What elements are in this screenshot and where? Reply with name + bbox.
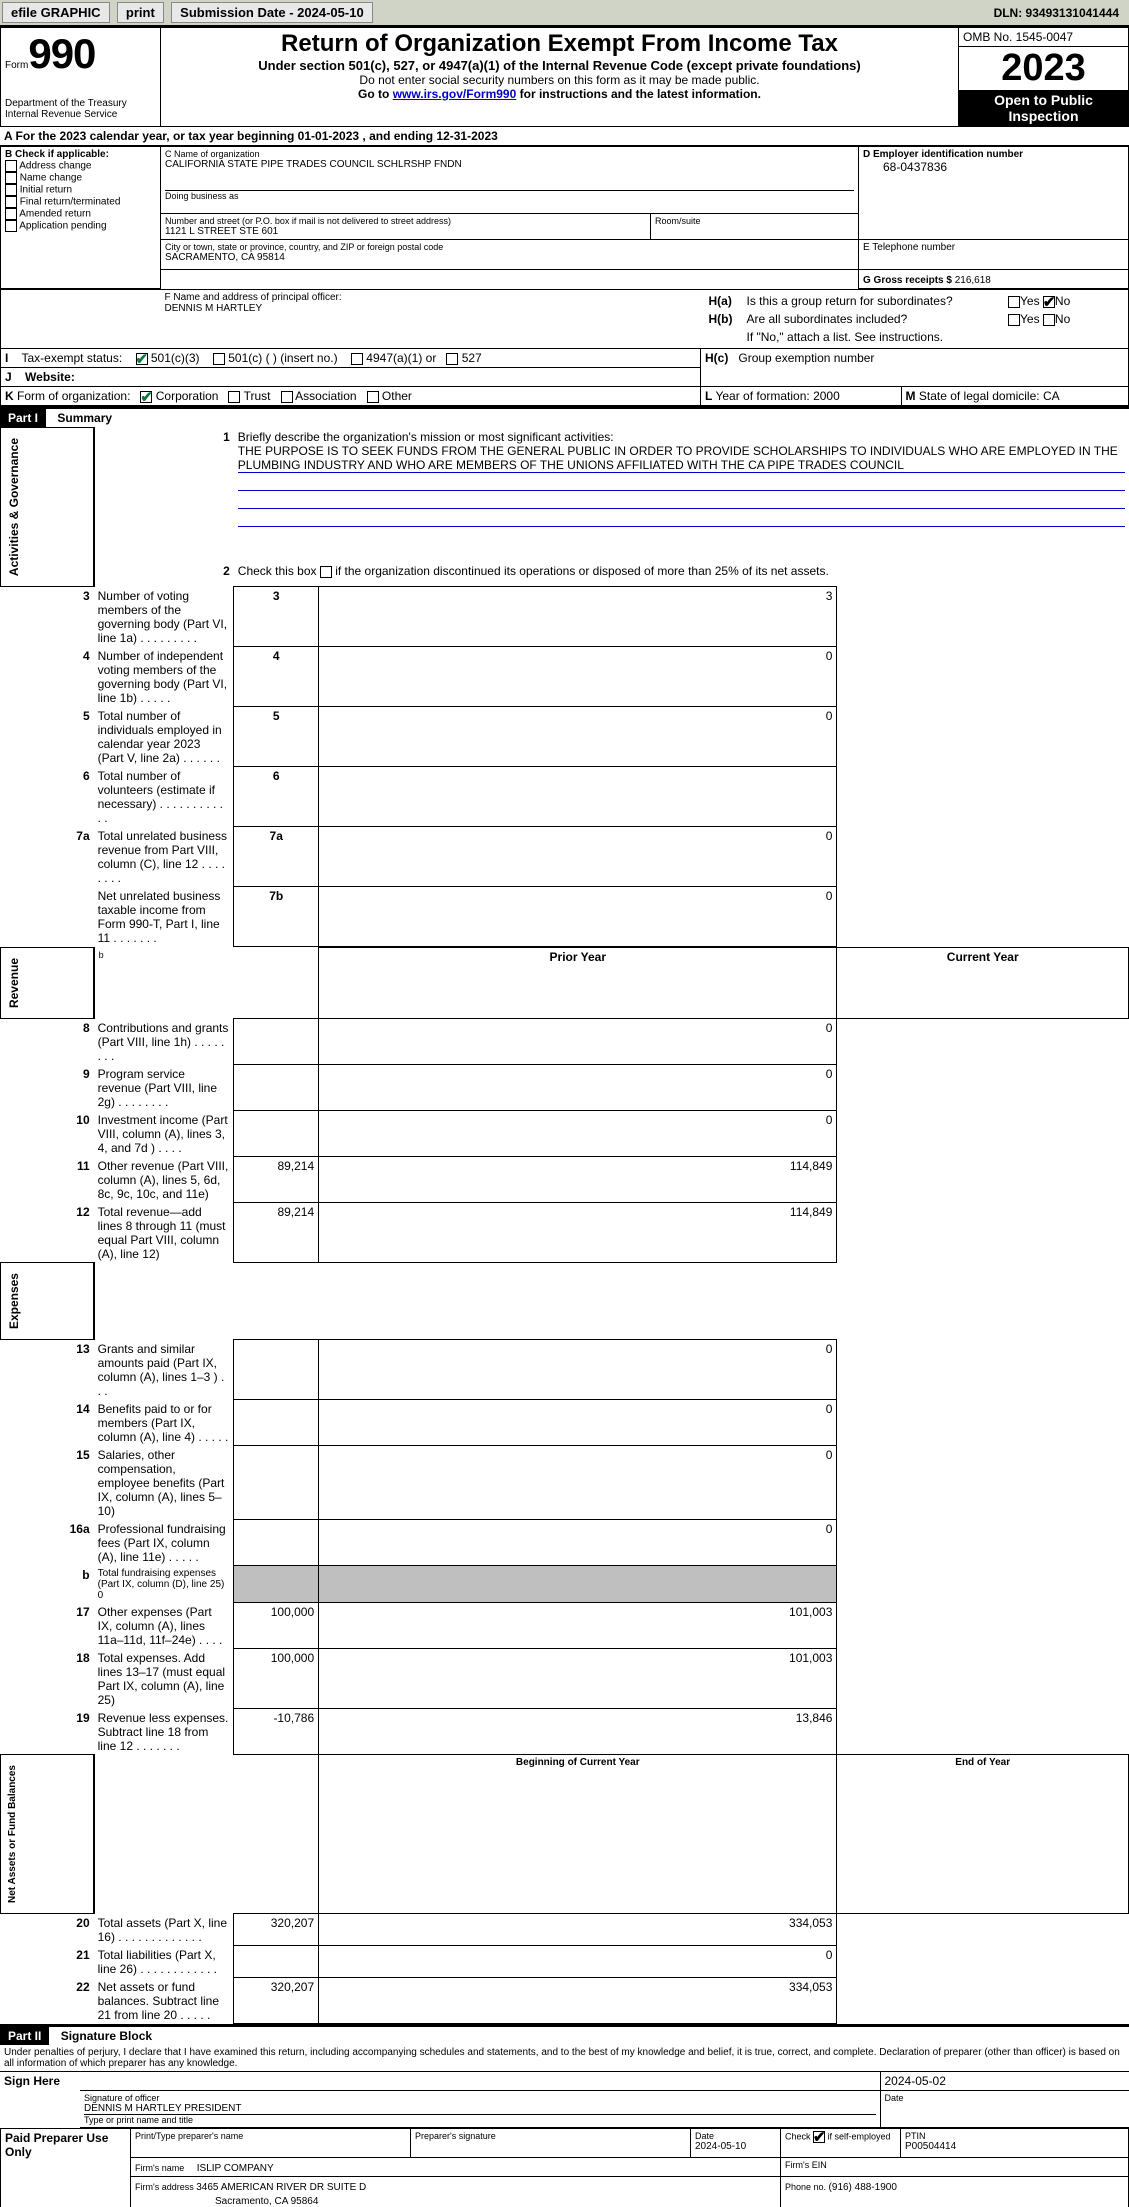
toolbar: efile GRAPHIC print Submission Date - 20…: [0, 0, 1129, 27]
b-checkbox[interactable]: [5, 172, 17, 184]
irs-link[interactable]: www.irs.gov/Form990: [393, 87, 517, 101]
tax-year: 2023: [959, 47, 1128, 90]
k-assoc-checkbox[interactable]: [281, 391, 293, 403]
room-label: Room/suite: [655, 216, 854, 226]
dln-label: DLN: 93493131041444: [986, 2, 1127, 24]
hc-label: H(c): [705, 351, 728, 365]
submission-date-button[interactable]: Submission Date - 2024-05-10: [171, 2, 373, 23]
ssn-note: Do not enter social security numbers on …: [165, 73, 954, 87]
form-number: 990: [28, 30, 95, 77]
ha-text: Is this a group return for subordinates?: [743, 292, 1005, 310]
hb-no-checkbox[interactable]: [1043, 314, 1055, 326]
b-checkbox[interactable]: [5, 196, 17, 208]
paid-preparer-label: Paid Preparer Use Only: [1, 2129, 131, 2207]
dba-label: Doing business as: [165, 190, 854, 201]
section-a: A For the 2023 calendar year, or tax yea…: [0, 127, 1129, 146]
hb-label: H(b): [705, 310, 743, 328]
section-k-text: Form of organization:: [17, 389, 134, 403]
sig-type-label: Type or print name and title: [84, 2115, 876, 2125]
section-f-label: F Name and address of principal officer:: [165, 292, 697, 303]
city-label: City or town, state or province, country…: [165, 242, 854, 252]
b-checkbox[interactable]: [5, 220, 17, 232]
print-button[interactable]: print: [117, 2, 164, 23]
hb-note: If "No," attach a list. See instructions…: [743, 328, 1125, 346]
sign-here-label: Sign Here: [0, 2072, 80, 2128]
activities-label: Activities & Governance: [5, 430, 23, 584]
efile-button[interactable]: efile GRAPHIC: [2, 2, 110, 23]
i-527-checkbox[interactable]: [446, 353, 458, 365]
officer-name: DENNIS M HARTLEY: [165, 303, 697, 314]
hb-yes-checkbox[interactable]: [1008, 314, 1020, 326]
section-i-text: Tax-exempt status:: [21, 351, 122, 365]
city-value: SACRAMENTO, CA 95814: [165, 252, 854, 263]
ha-label: H(a): [705, 292, 743, 310]
i-4947-checkbox[interactable]: [351, 353, 363, 365]
officer-group-block: F Name and address of principal officer:…: [0, 289, 1129, 406]
omb-number: OMB No. 1545-0047: [959, 28, 1128, 47]
k-corp-checkbox[interactable]: [140, 391, 152, 403]
sig-date: 2024-05-02: [880, 2072, 1129, 2091]
part1-header: Part I Summary: [0, 406, 1129, 427]
line2-text: if the organization discontinued its ope…: [335, 564, 829, 578]
section-i-label: I: [5, 351, 8, 365]
declaration: Under penalties of perjury, I declare th…: [0, 2045, 1129, 2072]
part1-table: Activities & Governance 1 Briefly descri…: [0, 427, 1129, 2024]
line1-text: THE PURPOSE IS TO SEEK FUNDS FROM THE GE…: [238, 444, 1125, 473]
b-checkbox[interactable]: [5, 208, 17, 220]
ha-yes-checkbox[interactable]: [1008, 296, 1020, 308]
expenses-label: Expenses: [5, 1265, 23, 1337]
street-value: 1121 L STREET STE 601: [165, 226, 646, 237]
line1-label: Briefly describe the organization's miss…: [238, 430, 614, 444]
prior-year-header: Prior Year: [319, 948, 837, 1019]
section-e-label: E Telephone number: [863, 242, 1124, 253]
section-c-label: C Name of organization: [165, 149, 854, 159]
form-title: Return of Organization Exempt From Incom…: [165, 30, 954, 58]
sig-name: DENNIS M HARTLEY PRESIDENT: [84, 2103, 876, 2115]
street-label: Number and street (or P.O. box if mail i…: [165, 216, 646, 226]
form-header: Form990 Department of the Treasury Inter…: [0, 27, 1129, 127]
netassets-label: Net Assets or Fund Balances: [5, 1757, 20, 1911]
section-j-label: J: [5, 370, 12, 384]
eoy-header: End of Year: [837, 1755, 1129, 1914]
b-checkbox[interactable]: [5, 184, 17, 196]
ein-value: 68-0437836: [863, 160, 1124, 174]
revenue-label: Revenue: [5, 950, 23, 1016]
self-employed-checkbox[interactable]: [813, 2131, 825, 2143]
ha-no-checkbox[interactable]: [1043, 296, 1055, 308]
section-k-label: K: [5, 389, 14, 403]
i-501c-checkbox[interactable]: [213, 353, 225, 365]
bcy-header: Beginning of Current Year: [319, 1755, 837, 1914]
part2-header: Part II Signature Block: [0, 2024, 1129, 2045]
i-501c3-checkbox[interactable]: [136, 353, 148, 365]
section-b-label: B Check if applicable:: [5, 149, 156, 160]
b-checkbox[interactable]: [5, 160, 17, 172]
line16b: Total fundraising expenses (Part IX, col…: [94, 1566, 234, 1603]
date-label: Date: [880, 2091, 1129, 2128]
signature-block: Sign Here 2024-05-02 Signature of office…: [0, 2072, 1129, 2128]
section-j-text: Website:: [25, 370, 75, 384]
goto-line: Go to www.irs.gov/Form990 for instructio…: [165, 87, 954, 101]
gross-receipts: 216,618: [955, 275, 991, 286]
hc-text: Group exemption number: [738, 351, 874, 365]
irs-label: Internal Revenue Service: [5, 109, 156, 120]
form-prefix: Form: [5, 60, 28, 71]
section-g-label: G Gross receipts $: [863, 275, 955, 286]
k-trust-checkbox[interactable]: [228, 391, 240, 403]
dept-treasury: Department of the Treasury: [5, 98, 156, 109]
section-d-label: D Employer identification number: [863, 149, 1124, 160]
k-other-checkbox[interactable]: [367, 391, 379, 403]
public-inspection: Open to Public Inspection: [959, 90, 1128, 126]
line2-checkbox[interactable]: [320, 566, 332, 578]
preparer-block: Paid Preparer Use Only Print/Type prepar…: [0, 2128, 1129, 2207]
identity-block: B Check if applicable: Address change Na…: [0, 146, 1129, 289]
form-subtitle: Under section 501(c), 527, or 4947(a)(1)…: [165, 58, 954, 73]
sig-officer-label: Signature of officer: [84, 2093, 876, 2103]
hb-text: Are all subordinates included?: [743, 310, 1005, 328]
current-year-header: Current Year: [837, 948, 1129, 1019]
org-name: CALIFORNIA STATE PIPE TRADES COUNCIL SCH…: [165, 159, 854, 170]
